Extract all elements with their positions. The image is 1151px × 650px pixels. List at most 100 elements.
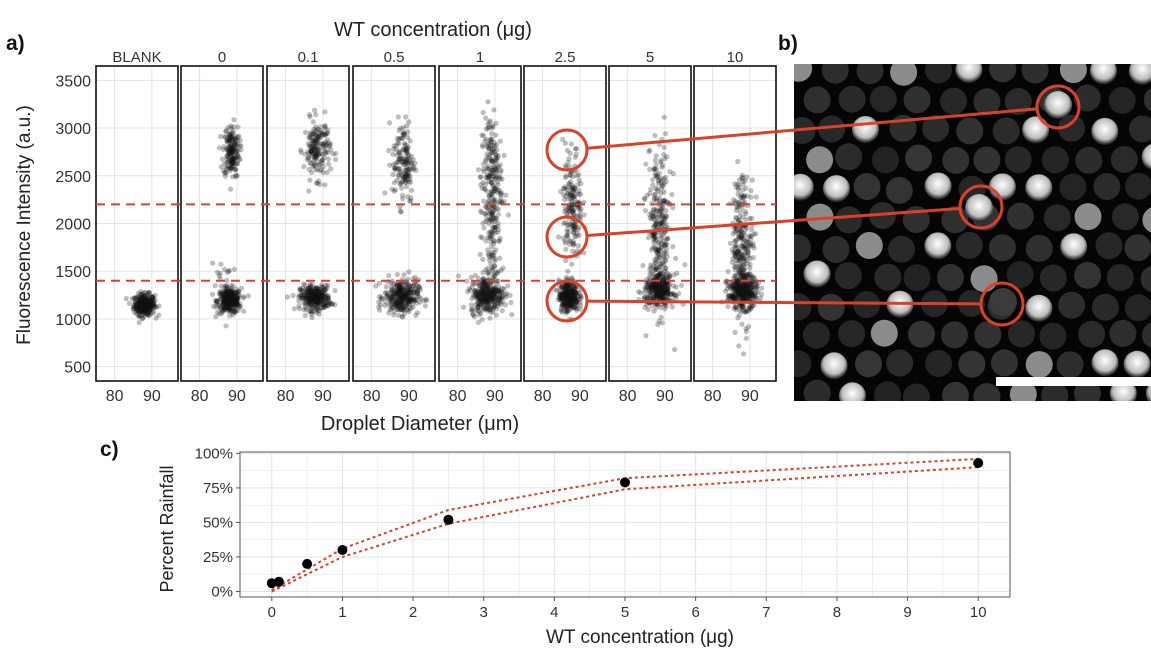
droplet-point [221, 305, 227, 311]
droplet-point [410, 304, 416, 310]
droplet-point [142, 299, 148, 305]
droplet-point [403, 142, 409, 148]
droplet-point [635, 289, 642, 295]
droplet-point [228, 143, 235, 149]
droplet-point [407, 158, 413, 164]
droplet-point [137, 302, 143, 308]
droplet-point [231, 146, 237, 153]
droplet-point [230, 145, 236, 151]
droplet-point [488, 209, 494, 215]
droplet-point [227, 305, 233, 311]
droplet [942, 146, 970, 174]
droplet-point [297, 286, 303, 292]
droplet-point [473, 302, 479, 308]
droplet-point [220, 297, 226, 303]
droplet-point [408, 292, 414, 298]
droplet-point [738, 243, 744, 249]
droplet-point [486, 193, 493, 199]
droplet-point [740, 272, 746, 279]
droplet-point [234, 297, 240, 304]
droplet-point [147, 306, 153, 312]
droplet-point [398, 185, 405, 191]
droplet [1124, 294, 1151, 322]
droplet-point [563, 246, 569, 252]
droplet-point [229, 295, 235, 301]
droplet-point [384, 294, 390, 300]
droplet [822, 236, 850, 263]
droplet-point [313, 306, 319, 313]
droplet-point [235, 134, 241, 140]
droplet-point [494, 280, 500, 286]
droplet-point [399, 289, 405, 295]
droplet-point [415, 291, 421, 297]
droplet-point [224, 298, 231, 304]
droplet-point [396, 289, 402, 295]
droplet-point [315, 298, 321, 304]
droplet-point [312, 154, 318, 160]
droplet-point [222, 306, 228, 312]
droplet-point [408, 283, 414, 289]
droplet-point [229, 152, 235, 158]
droplet-point [678, 282, 685, 288]
droplet-point [317, 298, 323, 304]
droplet-point [480, 256, 486, 262]
droplet-point [480, 300, 486, 306]
droplet-point [481, 278, 488, 284]
droplet [1074, 203, 1102, 231]
droplet-point [482, 298, 488, 304]
droplet-point [475, 293, 481, 299]
droplet-point [496, 287, 502, 293]
droplet-point [140, 304, 147, 310]
droplet-point [490, 174, 496, 180]
droplet-point [404, 284, 410, 290]
droplet-point [397, 287, 404, 293]
droplet-point [307, 298, 313, 304]
droplet-point [578, 294, 584, 300]
droplet-point [402, 147, 408, 153]
droplet-point [651, 166, 657, 172]
droplet-point [228, 300, 234, 306]
droplet-point [137, 302, 143, 308]
droplet-point [312, 138, 318, 144]
droplet-point [495, 289, 501, 295]
droplet-point [223, 165, 229, 172]
droplet-point [499, 176, 505, 182]
droplet-point [310, 297, 316, 303]
droplet-point [229, 288, 236, 294]
droplet-point [325, 156, 332, 162]
droplet-point [225, 154, 231, 160]
droplet-point [376, 299, 382, 305]
droplet-point [143, 301, 149, 307]
droplet-point [140, 311, 146, 317]
droplet-point [396, 282, 402, 288]
droplet-point [305, 154, 312, 161]
droplet-point [322, 125, 328, 131]
droplet-point [390, 291, 396, 297]
droplet-point [410, 163, 416, 169]
droplet-point [389, 288, 395, 294]
droplet-point [226, 143, 232, 150]
droplet-point [238, 147, 244, 153]
droplet-point [672, 346, 678, 353]
droplet-point [473, 307, 479, 313]
droplet-point [222, 293, 228, 299]
droplet-point [483, 156, 489, 162]
panel-c-y-axis-label: Percent Rainfall [157, 465, 177, 592]
droplet-point [396, 296, 403, 302]
droplet-point [229, 157, 235, 163]
droplet-point [308, 144, 314, 150]
droplet-point [140, 308, 146, 314]
droplet-point [323, 286, 329, 292]
droplet-point [483, 297, 489, 303]
droplet-point [485, 271, 491, 277]
droplet-point [317, 181, 323, 187]
droplet-point [486, 124, 492, 130]
droplet-point [405, 134, 411, 140]
droplet-point [302, 304, 308, 310]
droplet-point [304, 293, 310, 299]
droplet-point [486, 288, 492, 294]
panel-b-label: b) [778, 32, 798, 55]
droplet-point [400, 192, 406, 199]
droplet-point [217, 289, 223, 295]
droplet-point [404, 172, 410, 178]
